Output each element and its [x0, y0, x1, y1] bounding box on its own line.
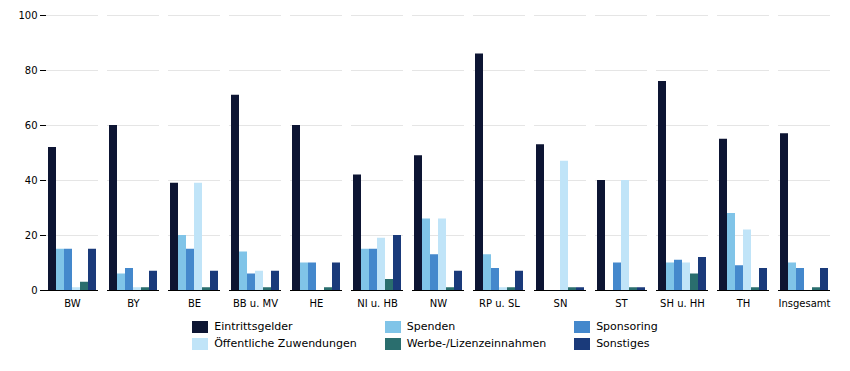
svg-text:BB u. MV: BB u. MV — [233, 298, 278, 309]
html-text:Öffentliche Zuwendungen: Öffentliche Zuwendungen — [214, 337, 357, 350]
svg-text:0: 0 — [31, 285, 37, 296]
svg-text:80: 80 — [25, 65, 38, 76]
svg-text:RP u. SL: RP u. SL — [479, 298, 520, 309]
svg-text:HE: HE — [310, 298, 324, 309]
html-text:Sponsoring: Sponsoring — [596, 320, 658, 333]
svg-text:SN: SN — [554, 298, 568, 309]
html-text:Werbe-/Lizenzeinnahmen: Werbe-/Lizenzeinnahmen — [406, 337, 547, 350]
svg-text:NW: NW — [430, 298, 447, 309]
svg-text:BE: BE — [188, 298, 201, 309]
svg-text:BY: BY — [127, 298, 140, 309]
svg-text:20: 20 — [25, 230, 38, 241]
svg-text:Insgesamt: Insgesamt — [779, 298, 831, 309]
svg-text:60: 60 — [25, 120, 38, 131]
html-text:Sonstiges: Sonstiges — [596, 337, 650, 350]
svg-text:40: 40 — [25, 175, 38, 186]
svg-text:BW: BW — [64, 298, 81, 309]
html-text:Eintrittsgelder: Eintrittsgelder — [214, 320, 293, 333]
svg-text:100: 100 — [18, 10, 37, 21]
html-text:Spenden: Spenden — [406, 320, 456, 333]
svg-text:NI u. HB: NI u. HB — [357, 298, 398, 309]
svg-text:TH: TH — [736, 298, 751, 309]
svg-text:ST: ST — [615, 298, 628, 309]
svg-text:SH u. HH: SH u. HH — [660, 298, 705, 309]
